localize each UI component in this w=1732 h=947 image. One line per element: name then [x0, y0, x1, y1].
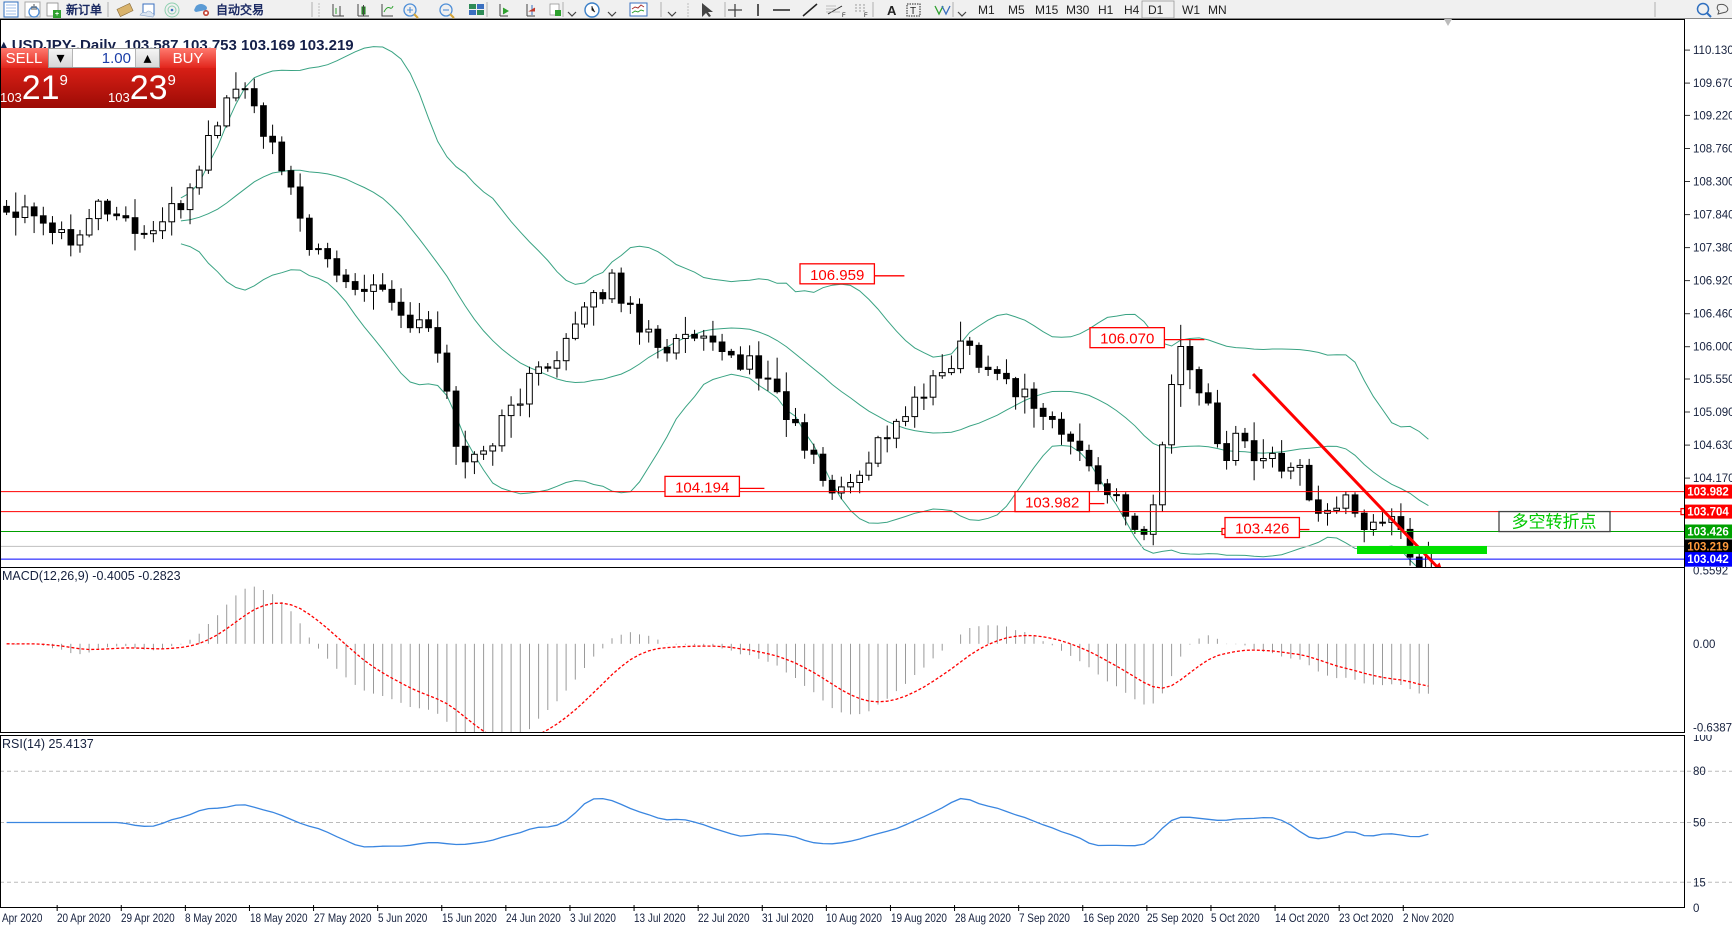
- svg-text:106.070: 106.070: [1100, 331, 1154, 348]
- svg-text:+: +: [55, 11, 59, 18]
- svg-text:15: 15: [1693, 877, 1706, 889]
- svg-text:H1: H1: [1098, 3, 1114, 17]
- svg-text:106.460: 106.460: [1693, 309, 1732, 321]
- svg-text:103.704: 103.704: [1687, 507, 1729, 519]
- svg-text:D1: D1: [1148, 3, 1164, 17]
- svg-text:106.920: 106.920: [1693, 276, 1732, 288]
- svg-text:80: 80: [1693, 766, 1706, 778]
- svg-text:自动交易: 自动交易: [216, 2, 264, 17]
- svg-text:104.170: 104.170: [1693, 473, 1732, 485]
- svg-text:W1: W1: [1182, 3, 1200, 17]
- svg-text:新订单: 新订单: [66, 2, 102, 17]
- svg-text:103.042: 103.042: [1687, 554, 1729, 566]
- svg-text:110.130: 110.130: [1693, 45, 1732, 57]
- svg-text:106.959: 106.959: [810, 267, 864, 284]
- svg-text:A: A: [887, 3, 897, 18]
- svg-text:100: 100: [1693, 735, 1712, 744]
- svg-text:M30: M30: [1066, 3, 1090, 17]
- svg-text:105.550: 105.550: [1693, 374, 1732, 386]
- svg-text:103.982: 103.982: [1687, 487, 1729, 499]
- svg-text:MN: MN: [1208, 3, 1227, 17]
- svg-text:107.380: 107.380: [1693, 243, 1732, 255]
- svg-text:106.000: 106.000: [1693, 342, 1732, 354]
- svg-text:108.760: 108.760: [1693, 144, 1732, 156]
- svg-text:104.630: 104.630: [1693, 440, 1732, 452]
- svg-text:M1: M1: [978, 3, 995, 17]
- svg-text:M5: M5: [1008, 3, 1025, 17]
- svg-text:-0.6387: -0.6387: [1693, 723, 1732, 734]
- svg-text:103.426: 103.426: [1235, 521, 1289, 538]
- svg-text:T: T: [910, 6, 916, 17]
- svg-text:0.00: 0.00: [1693, 639, 1715, 651]
- svg-text:105.090: 105.090: [1693, 407, 1732, 419]
- svg-text:107.840: 107.840: [1693, 210, 1732, 222]
- svg-text:109.670: 109.670: [1693, 78, 1732, 90]
- svg-text:H4: H4: [1124, 3, 1140, 17]
- svg-text:M15: M15: [1035, 3, 1059, 17]
- svg-text:50: 50: [1693, 818, 1706, 830]
- svg-text:0.5592: 0.5592: [1693, 567, 1728, 578]
- svg-text:103.219: 103.219: [1687, 541, 1729, 553]
- svg-text:108.300: 108.300: [1693, 177, 1732, 189]
- svg-text:104.194: 104.194: [675, 479, 729, 496]
- svg-text:多空转折点: 多空转折点: [1512, 513, 1597, 532]
- svg-text:103.426: 103.426: [1687, 527, 1729, 539]
- svg-text:103.982: 103.982: [1025, 495, 1079, 512]
- svg-text:109.220: 109.220: [1693, 110, 1732, 122]
